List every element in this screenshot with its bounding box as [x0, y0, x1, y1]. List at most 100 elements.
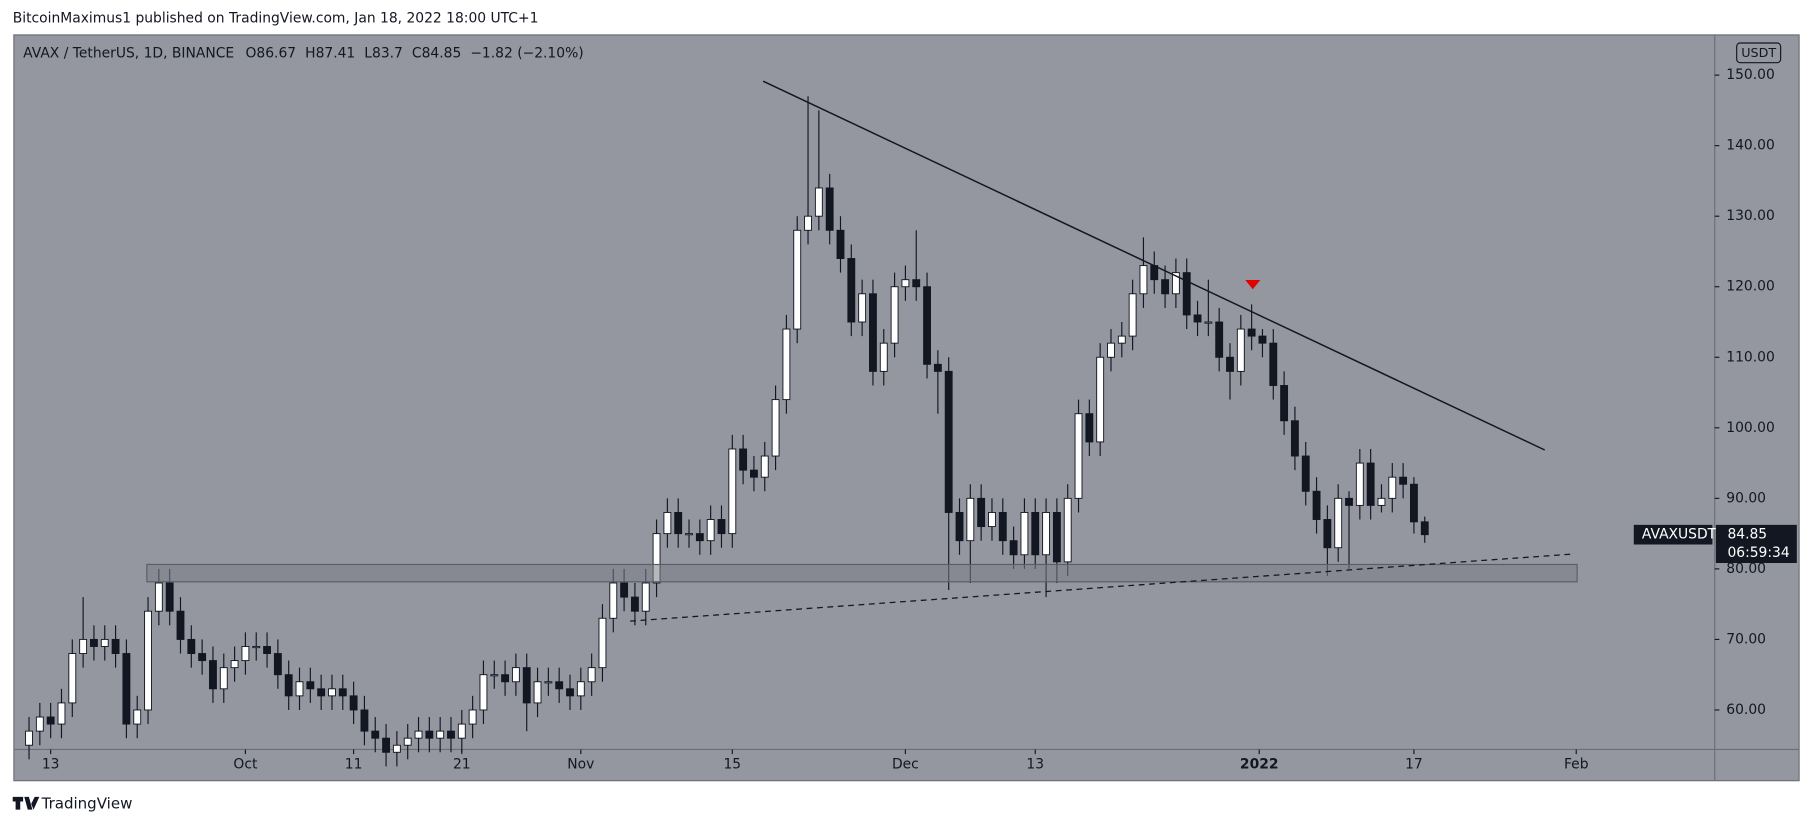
candle-body [869, 293, 877, 372]
y-tick-label: 60.00 [1726, 702, 1766, 718]
footer-brand: TradingView [41, 794, 133, 812]
countdown: 06:59:34 [1727, 545, 1789, 561]
candle-body [620, 582, 629, 598]
candle-body [511, 667, 520, 683]
ticks: 60.00 70.00 80.00 90.00 100.00 110.00 120.00 13… [42, 67, 1775, 772]
candle-body [219, 667, 228, 690]
candle-body [1377, 497, 1386, 506]
candle-body [988, 511, 996, 528]
x-tick-label: 17 [1405, 757, 1423, 773]
candle-body [566, 688, 574, 697]
candle-body [425, 730, 434, 739]
high-value: 87.41 [316, 45, 356, 61]
candle-body [501, 674, 510, 683]
candle-body [1226, 356, 1234, 372]
candle-body [652, 533, 661, 584]
x-tick-label: Nov [567, 757, 594, 773]
x-tick-label: Oct [233, 757, 258, 773]
candle-body [836, 229, 845, 259]
candle-body [706, 519, 715, 542]
candle-body [1269, 342, 1278, 386]
candle-body [1009, 540, 1018, 556]
candle-body [457, 723, 466, 739]
ohlc-label: L [364, 45, 372, 61]
last-price: AVAXUSDT 84.85 06:59:34 [1633, 524, 1797, 564]
candle-body [728, 448, 737, 535]
candle-body [306, 681, 315, 690]
ticker: AVAXUSDT [1642, 527, 1717, 543]
candle-body [436, 730, 445, 739]
price-axis [1714, 34, 1800, 750]
candle-body [858, 293, 867, 323]
candle-body [252, 646, 261, 649]
candle-body [1204, 321, 1213, 324]
candle-body [209, 660, 217, 690]
candle-body [230, 660, 239, 669]
candle-body [317, 688, 326, 697]
candle-body [1128, 293, 1137, 337]
candle-body [944, 370, 953, 513]
candle-body [468, 709, 477, 725]
candle-body [165, 582, 174, 612]
candle-body [90, 638, 98, 647]
ohlc-label: O [246, 45, 257, 61]
candle-body [198, 653, 207, 662]
candle-body [25, 730, 33, 746]
candle-body [371, 730, 380, 739]
candle-body [403, 737, 412, 746]
candle-body [663, 511, 672, 535]
candle-body [533, 681, 542, 704]
support-zone [146, 563, 1578, 583]
candle-body [1117, 335, 1126, 344]
candle-body [111, 638, 120, 654]
candle-body [46, 716, 55, 725]
candle-body [338, 688, 347, 697]
candle-body [598, 617, 607, 669]
candle-body [1193, 314, 1202, 323]
candle-body [923, 286, 931, 365]
candle-body [479, 674, 488, 711]
candle-body [1161, 279, 1170, 295]
candle-body [814, 187, 823, 217]
symbol: AVAX / TetherUS, 1D, BINANCE [23, 45, 234, 61]
candle-body [328, 688, 336, 697]
descending-trendline [762, 80, 1546, 451]
candle-body [1107, 342, 1115, 358]
candle-body [901, 279, 910, 288]
candle-body [392, 744, 401, 753]
candle-body [295, 681, 304, 697]
ticker-badge [1633, 524, 1713, 545]
publisher-note: BitcoinMaximus1 published on TradingView… [13, 11, 539, 27]
candle-body [685, 533, 693, 536]
candle-body [447, 730, 455, 739]
candle-body [414, 730, 423, 739]
candle-body [273, 653, 282, 676]
candle-body [1312, 490, 1321, 520]
candle-body [966, 497, 975, 542]
candle-body [1410, 483, 1418, 523]
candle-body [35, 716, 44, 732]
candle-body [1388, 476, 1397, 499]
y-tick-label: 90.00 [1726, 490, 1766, 506]
rejection-marker [1245, 280, 1261, 290]
candle-body [154, 582, 163, 612]
y-tick-label: 150.00 [1726, 67, 1775, 83]
x-tick-label: 11 [345, 757, 363, 773]
x-tick-label: Feb [1564, 757, 1589, 773]
candle-body [717, 519, 726, 535]
candle-body [544, 681, 553, 684]
currency-badge [1736, 42, 1782, 64]
candle-body [782, 328, 791, 401]
legend: AVAX / TetherUS, 1D, BINANCE O86.67 H87.… [23, 45, 584, 61]
open-value: 86.67 [256, 45, 296, 61]
candle-body [1366, 462, 1375, 506]
y-tick-label: 130.00 [1726, 208, 1775, 224]
candles [25, 96, 1429, 767]
candle-body [490, 674, 499, 677]
x-tick-label: 13 [42, 757, 60, 773]
candle-body [241, 646, 250, 662]
close-value: 84.85 [422, 45, 462, 61]
candle-body [609, 582, 618, 619]
candle-body [522, 667, 531, 704]
